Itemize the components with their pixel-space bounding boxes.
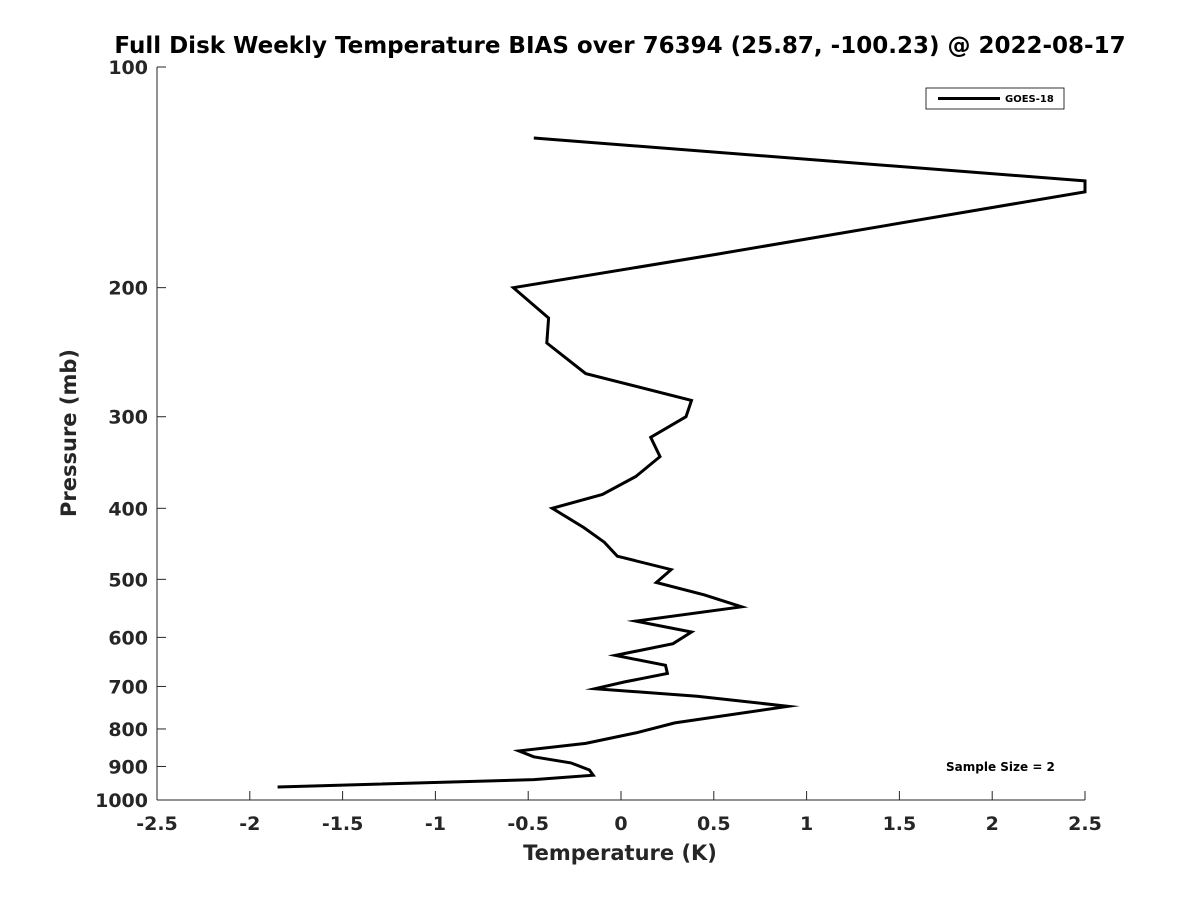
x-tick-label: 0 <box>614 813 627 835</box>
x-tick-label: 2 <box>986 813 999 835</box>
y-tick-label: 700 <box>108 676 148 698</box>
x-tick-label: 0.5 <box>697 813 731 835</box>
chart-title: Full Disk Weekly Temperature BIAS over 7… <box>114 33 1125 59</box>
x-tick-label: -0.5 <box>507 813 549 835</box>
y-axis: 100 200 300 400 500 600 700 800 900 1000 <box>95 57 166 812</box>
y-tick-label: 500 <box>108 569 148 591</box>
y-tick-label: 900 <box>108 756 148 778</box>
x-tick-label: 2.5 <box>1068 813 1102 835</box>
y-tick-label: 1000 <box>95 790 148 812</box>
series-layer <box>277 136 1087 789</box>
x-tick-label: -1.5 <box>322 813 364 835</box>
y-tick-label: 200 <box>108 278 148 300</box>
y-tick-label: 400 <box>108 498 148 520</box>
y-tick-label: 600 <box>108 627 148 649</box>
legend: GOES-18 <box>925 87 1065 110</box>
x-tick-label: -2.5 <box>136 813 178 835</box>
x-tick-label: 1 <box>800 813 813 835</box>
y-tick-label: 300 <box>108 407 148 429</box>
legend-label-goes-18: GOES-18 <box>1005 94 1054 105</box>
y-tick-label: 100 <box>108 57 148 79</box>
y-tick-label: 800 <box>108 719 148 741</box>
y-axis-label: Pressure (mb) <box>57 349 81 517</box>
x-tick-label: -1 <box>425 813 446 835</box>
x-axis: -2.5 -2 -1.5 -1 -0.5 0 0.5 1 1.5 2 2.5 <box>136 791 1102 835</box>
x-axis-label: Temperature (K) <box>523 841 717 865</box>
sample-size-annotation: Sample Size = 2 <box>946 760 1055 774</box>
x-tick-label: 1.5 <box>883 813 917 835</box>
x-tick-label: -2 <box>239 813 260 835</box>
series-line-goes-18 <box>277 136 1087 789</box>
